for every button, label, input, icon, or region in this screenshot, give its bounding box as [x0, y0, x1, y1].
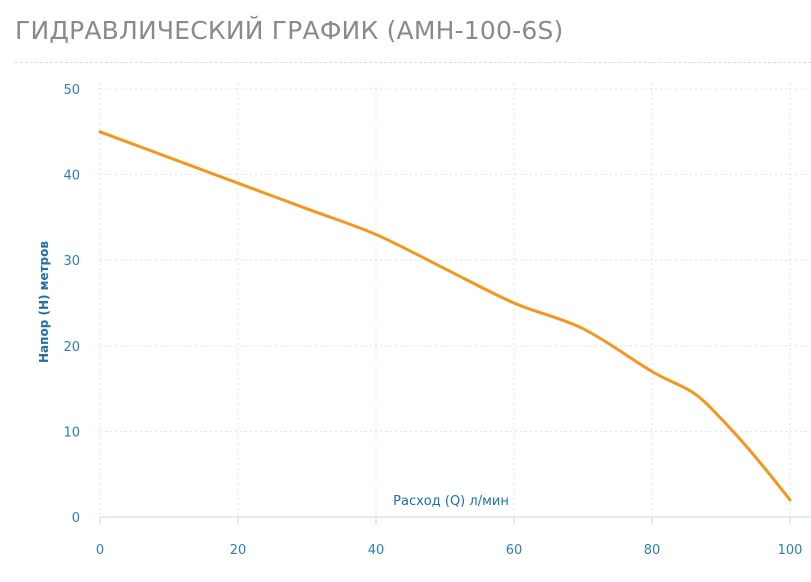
chart-title-model: (AMH-100-6S) [386, 16, 564, 45]
x-tick-label: 60 [506, 543, 523, 558]
x-tick-label: 100 [778, 543, 803, 558]
y-tick-label: 30 [63, 254, 80, 269]
y-tick-label: 0 [72, 511, 80, 526]
x-tick-label: 80 [644, 543, 661, 558]
series-line [98, 130, 792, 502]
x-axis-title: Расход (Q) л/мин [393, 494, 509, 509]
series-group [98, 130, 792, 502]
chart-title-main: ГИДРАВЛИЧЕСКИЙ ГРАФИК [15, 16, 379, 45]
page-title: ГИДРАВЛИЧЕСКИЙ ГРАФИК (AMH-100-6S) [15, 16, 563, 45]
x-tick-label: 20 [230, 543, 247, 558]
title-divider [15, 62, 811, 63]
grid-lines [99, 83, 810, 517]
y-axis-ticks: 0 10 20 30 40 50 [63, 83, 80, 526]
y-tick-label: 40 [63, 169, 80, 184]
x-axis-ticks: 0 20 40 60 80 100 [96, 516, 810, 558]
y-tick-label: 10 [63, 425, 80, 440]
x-tick-label: 0 [96, 543, 104, 558]
y-tick-label: 20 [63, 340, 80, 355]
x-tick-label: 40 [368, 543, 385, 558]
y-tick-label: 50 [63, 83, 80, 98]
y-axis-title: Напор (H) метров [37, 241, 51, 363]
